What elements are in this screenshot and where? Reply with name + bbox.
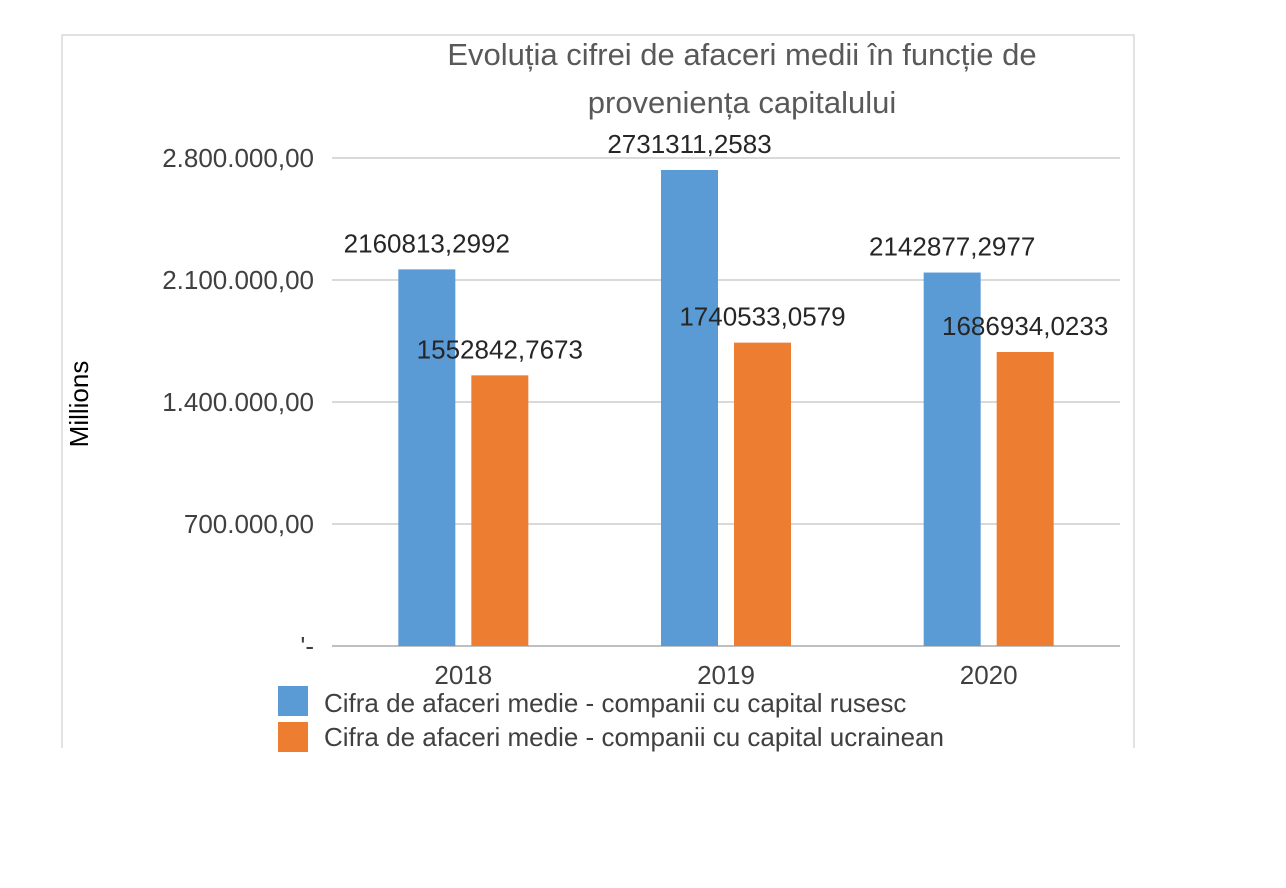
gridlines <box>332 157 1120 647</box>
data-label: 2142877,2977 <box>869 232 1035 262</box>
y-tick-label: '- <box>300 631 314 661</box>
bars <box>398 169 1054 646</box>
data-label: 1552842,7673 <box>417 334 583 364</box>
legend-swatch-series-2 <box>278 722 308 752</box>
chart-title-line-2: proveniența capitalului <box>588 85 897 120</box>
y-tick-label: 700.000,00 <box>184 509 314 539</box>
bar <box>471 375 529 646</box>
legend: Cifra de afaceri medie - companii cu cap… <box>278 686 944 752</box>
data-label: 2160813,2992 <box>344 228 510 258</box>
legend-label-series-1: Cifra de afaceri medie - companii cu cap… <box>324 688 906 718</box>
data-labels: 2160813,2992 2731311,2583 2142877,2977 1552… <box>344 129 1109 364</box>
data-label: 1686934,0233 <box>942 311 1108 341</box>
y-tick-label: 1.400.000,00 <box>162 387 314 417</box>
y-tick-label: 2.800.000,00 <box>162 143 314 173</box>
bar <box>996 351 1054 646</box>
bar <box>398 269 456 646</box>
x-tick-label: 2019 <box>697 660 755 690</box>
y-axis-label: Millions <box>64 361 94 448</box>
x-axis-ticks: 2018 2019 2020 <box>434 660 1017 690</box>
y-axis-ticks: '- 700.000,00 1.400.000,00 2.100.000,00 2.80… <box>162 143 314 661</box>
bar <box>734 342 791 646</box>
bar <box>923 272 981 646</box>
legend-label-series-2: Cifra de afaceri medie - companii cu cap… <box>324 722 944 752</box>
y-tick-label: 2.100.000,00 <box>162 265 314 295</box>
chart-title-line-1: Evoluția cifrei de afaceri medii în func… <box>447 37 1036 72</box>
bar <box>661 169 718 646</box>
chart-frame <box>61 34 1135 748</box>
legend-swatch-series-1 <box>278 686 308 716</box>
x-tick-label: 2020 <box>960 660 1018 690</box>
data-label: 1740533,0579 <box>679 302 845 332</box>
data-label: 2731311,2583 <box>607 129 771 159</box>
x-tick-label: 2018 <box>434 660 492 690</box>
